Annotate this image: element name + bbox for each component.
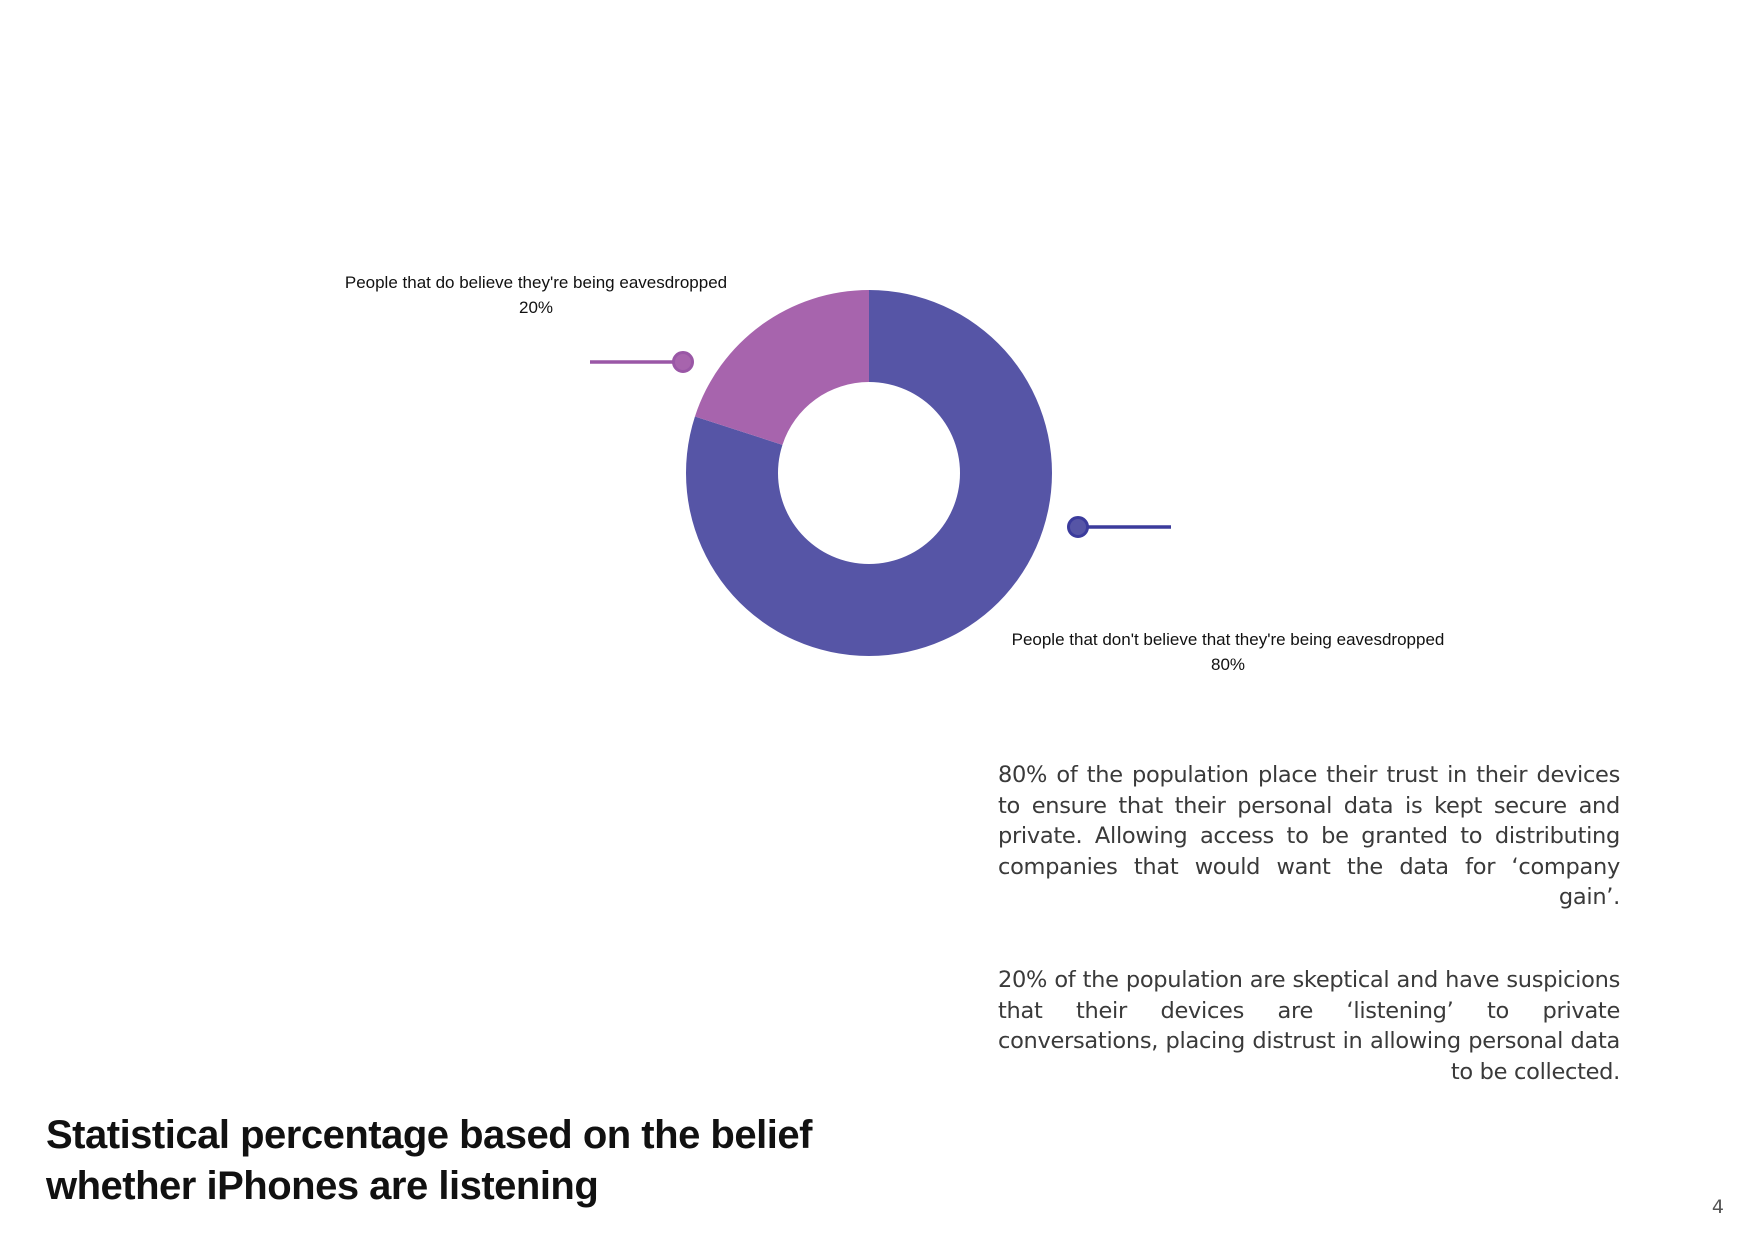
slice-label-believe-text: People that do believe they're being eav… <box>344 273 728 292</box>
donut-slice-believe <box>694 290 869 445</box>
paragraph-trust: 80% of the population place their trust … <box>998 762 1620 910</box>
page-number: 4 <box>1711 1196 1724 1218</box>
slice-label-dont-believe-value: 80% <box>1210 655 1246 674</box>
donut-slice-dont-believe <box>686 290 1053 656</box>
page-title: Statistical percentage based on the beli… <box>46 1113 812 1208</box>
donut-slices <box>686 290 1053 656</box>
slice-label-believe: People that do believe they're being eav… <box>331 270 741 320</box>
callout-believe <box>590 351 694 373</box>
slice-label-dont-believe: People that don't believe that they're b… <box>988 627 1468 677</box>
callout-dont-believe <box>1067 516 1171 538</box>
slice-label-believe-value: 20% <box>518 298 554 317</box>
slice-label-dont-believe-text: People that don't believe that they're b… <box>1011 630 1445 649</box>
paragraph-skeptical: 20% of the population are skeptical and … <box>998 967 1620 1085</box>
